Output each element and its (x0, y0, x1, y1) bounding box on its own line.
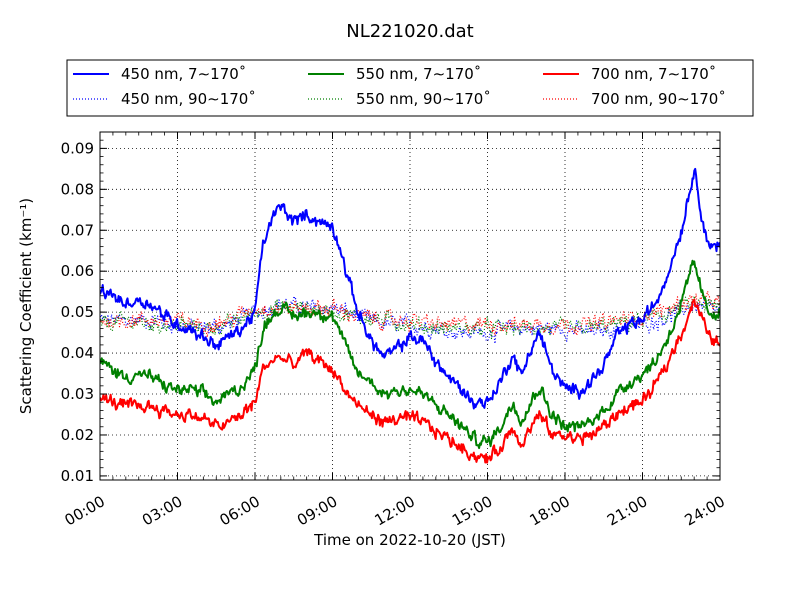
legend-label-1: 450 nm, 90∼170˚ (121, 90, 256, 108)
y-tick-label: 0.02 (61, 426, 94, 444)
y-tick-label: 0.01 (61, 467, 94, 485)
plot-area (99, 131, 721, 481)
y-tick-label: 0.06 (61, 262, 94, 280)
plot-background (100, 132, 720, 480)
legend-label-5: 700 nm, 90∼170˚ (591, 90, 726, 108)
y-axis-label: Scattering Coefficient (km⁻¹) (17, 198, 35, 414)
series-line-5 (100, 290, 720, 338)
y-tick-label: 0.04 (61, 344, 94, 362)
series-line-0 (100, 167, 720, 410)
series-layer (100, 167, 720, 464)
y-tick-label: 0.05 (61, 303, 94, 321)
legend-frame (66, 59, 754, 117)
y-tick-label: 0.09 (61, 139, 94, 157)
series-line-2 (100, 259, 720, 450)
legend-label-3: 550 nm, 90∼170˚ (356, 90, 491, 108)
y-tick-labels: 0.01 0.02 0.03 0.04 0.05 0.06 0.07 0.08 0.09 (61, 139, 94, 485)
chart-title: NL221020.dat (346, 21, 473, 42)
y-tick-label: 0.08 (61, 180, 94, 198)
major-ticks (99, 132, 721, 480)
legend-label-2: 550 nm, 7∼170˚ (356, 65, 481, 83)
plot-frame (99, 131, 721, 481)
series-line-4 (100, 298, 720, 464)
legend-label-0: 450 nm, 7∼170˚ (121, 65, 246, 83)
y-tick-label: 0.03 (61, 385, 94, 403)
x-axis-label: Time on 2022-10-20 (JST) (313, 531, 506, 549)
legend: 450 nm, 7∼170˚ 450 nm, 90∼170˚ 550 nm, 7∼1… (66, 59, 754, 117)
series-line-3 (100, 295, 720, 340)
y-tick-label: 0.07 (61, 221, 94, 239)
legend-label-4: 700 nm, 7∼170˚ (591, 65, 716, 83)
